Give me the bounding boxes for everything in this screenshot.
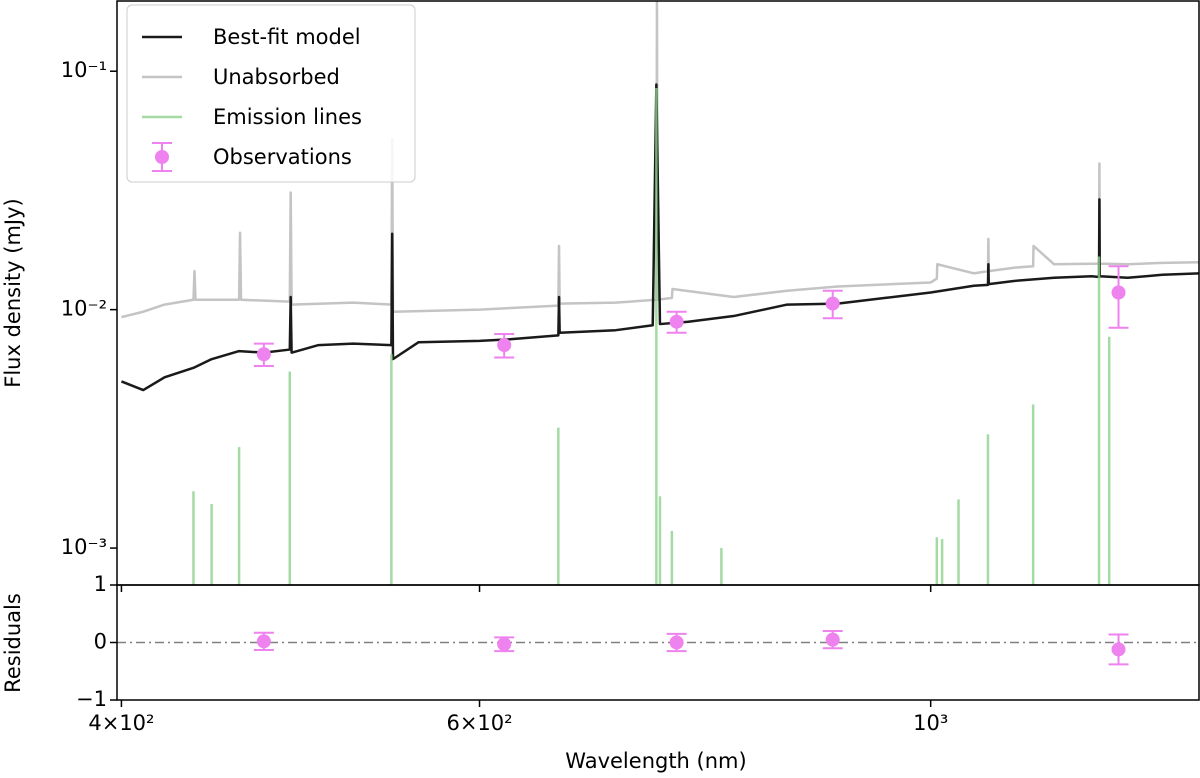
data-point [497, 338, 512, 353]
legend-box [126, 4, 416, 183]
x-axis-label: Wavelength (nm) [565, 749, 746, 773]
data-point [256, 634, 271, 649]
y-tick-label: 10⁻² [61, 297, 107, 321]
y-tick-label: −1 [76, 687, 107, 711]
y-tick-label: 1 [94, 572, 107, 596]
plot-area [117, 630, 1199, 666]
data-point [825, 632, 840, 647]
data-point [669, 635, 684, 650]
plot-area [120, 1, 1199, 585]
data-point [256, 347, 271, 362]
x-tick-label: 10³ [913, 711, 948, 735]
legend-label: Emission lines [213, 105, 362, 129]
axes-frame [116, 584, 1200, 701]
legend-label: Unabsorbed [213, 65, 340, 89]
legend-swatch [155, 150, 169, 164]
residual-axis-label: Residuals [1, 593, 25, 693]
y-tick-label: 0 [94, 630, 107, 654]
legend-label: Best-fit model [213, 25, 361, 49]
data-point [1111, 642, 1126, 657]
legend-label: Observations [213, 145, 352, 169]
data-point [825, 296, 840, 311]
data-point [1111, 285, 1126, 300]
x-tick-label: 6×10² [446, 711, 512, 735]
y-tick-label: 10⁻³ [61, 535, 107, 559]
x-tick-label: 4×10² [88, 711, 154, 735]
y-tick-label: 10⁻¹ [61, 58, 107, 82]
data-point [497, 637, 512, 652]
spectrum-line [120, 83, 1199, 392]
y-axis-label: Flux density (mJy) [1, 198, 25, 387]
data-point [669, 314, 684, 329]
legend: Best-fit model Unabsorbed Emission lines Ob… [126, 4, 416, 183]
